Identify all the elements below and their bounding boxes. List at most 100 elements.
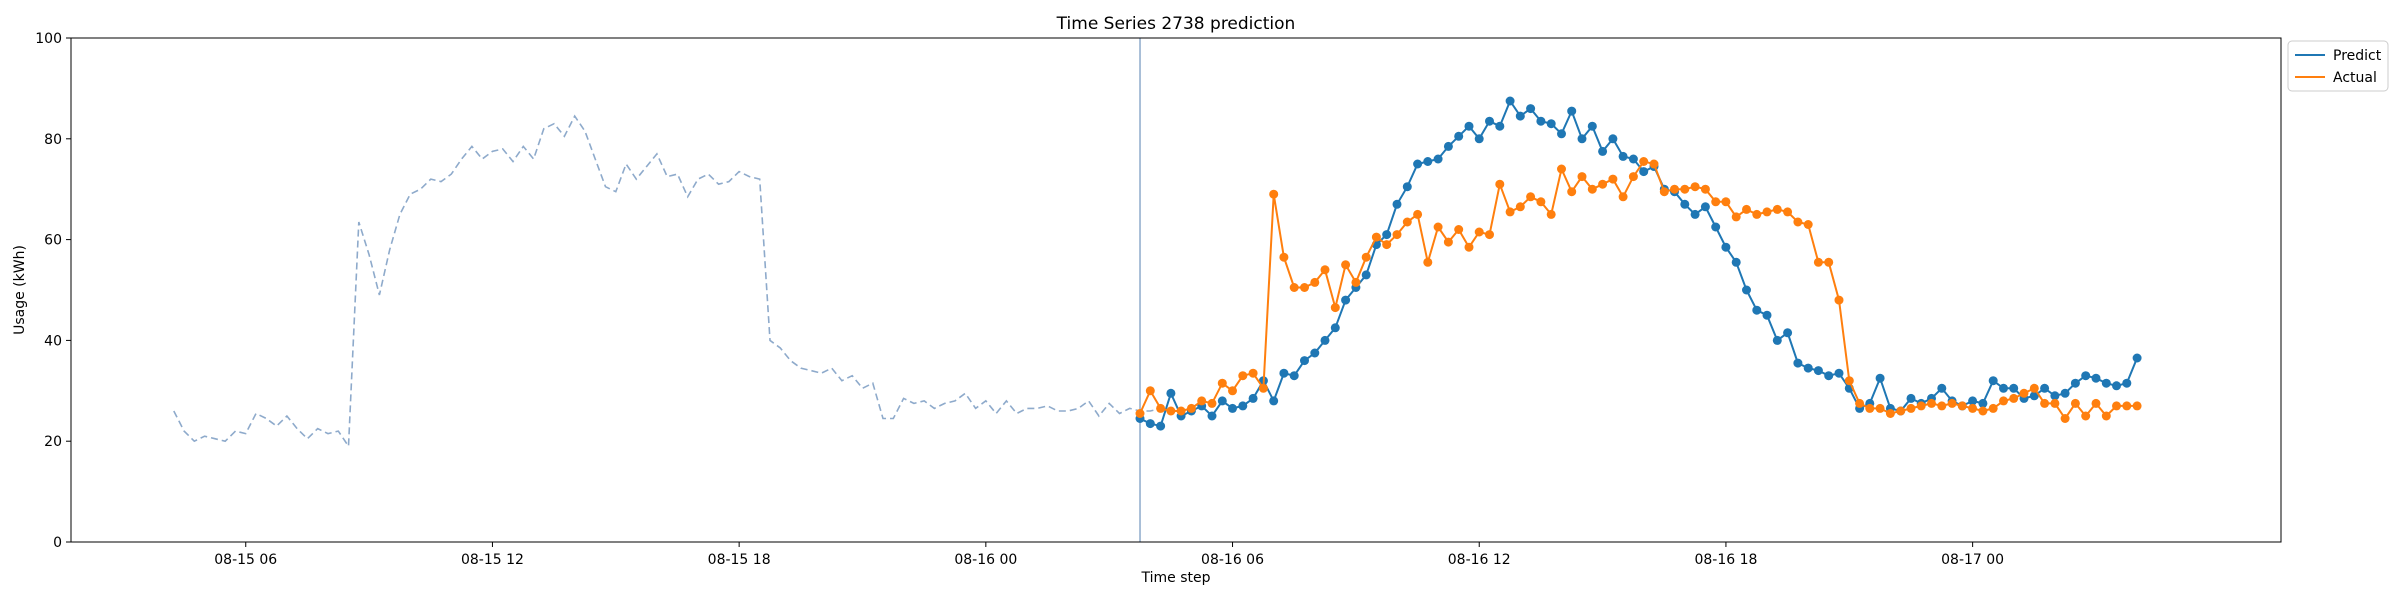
actual-point: [1742, 204, 1751, 214]
legend-box: [2287, 40, 2389, 92]
predict-point: [1166, 388, 1176, 398]
predict-point: [1413, 159, 1423, 169]
predict-point: [1443, 141, 1453, 151]
plot-frame: [70, 37, 2282, 543]
predict-point: [2070, 378, 2080, 388]
predict-point: [1289, 371, 1299, 381]
predict-point: [1618, 151, 1628, 161]
y-tick-label: 40: [44, 333, 62, 349]
y-axis: 0 20 40 60 80 100: [35, 31, 71, 551]
actual-point: [1443, 237, 1453, 247]
y-axis-title: Usage (kWh): [12, 245, 28, 335]
actual-point: [1228, 386, 1237, 396]
predict-point: [1248, 393, 1258, 403]
actual-point: [1968, 403, 1978, 413]
x-axis-title: Time step: [1141, 570, 1211, 586]
actual-point: [1269, 189, 1279, 199]
chart-title: Time Series 2738 prediction: [1056, 14, 1296, 34]
actual-point: [1927, 398, 1936, 408]
actual-point: [2029, 383, 2039, 393]
actual-point: [1762, 207, 1772, 217]
predict-point: [1567, 106, 1577, 116]
predict-point: [1536, 116, 1546, 126]
actual-point: [1618, 192, 1628, 202]
predict-point: [1300, 356, 1309, 366]
actual-point: [1700, 184, 1710, 194]
x-tick-label: 08-15 06: [214, 552, 277, 568]
y-tick-label: 80: [44, 132, 62, 148]
actual-point: [1454, 225, 1464, 234]
x-tick-label: 08-15 18: [708, 552, 771, 568]
actual-point: [2060, 414, 2070, 423]
actual-point: [1217, 378, 1227, 388]
predict-point: [1474, 134, 1484, 144]
actual-point: [1628, 172, 1638, 182]
predict-point: [1721, 242, 1731, 252]
actual-point: [1371, 232, 1381, 242]
predict-point: [1587, 121, 1597, 131]
predict-point: [1978, 398, 1988, 408]
actual-point: [1865, 403, 1875, 413]
predict-point: [1906, 393, 1916, 403]
actual-point: [1978, 406, 1988, 416]
y-tick-label: 100: [35, 31, 62, 47]
actual-point: [1721, 197, 1731, 207]
predict-point: [2091, 373, 2101, 383]
predict-point: [1968, 396, 1978, 406]
actual-point: [1577, 172, 1587, 182]
x-tick-label: 08-16 12: [1448, 552, 1511, 568]
actual-point: [2101, 411, 2111, 421]
actual-point: [1248, 368, 1258, 378]
actual-point: [1464, 242, 1474, 252]
actual-point: [1361, 252, 1371, 262]
y-tick-label: 20: [44, 434, 62, 450]
actual-point: [1587, 184, 1597, 194]
actual-point: [1207, 398, 1217, 408]
actual-point: [1752, 209, 1762, 219]
actual-point: [1156, 403, 1166, 413]
predict-point: [1485, 116, 1494, 126]
predict-point: [2060, 388, 2070, 398]
predict-point: [1279, 368, 1289, 378]
actual-point: [1300, 283, 1309, 292]
actual-point: [1258, 383, 1268, 393]
actual-point: [1351, 277, 1361, 287]
predict-point: [1433, 154, 1443, 164]
actual-point: [1186, 403, 1196, 413]
actual-point: [1320, 265, 1330, 275]
actual-point: [1916, 401, 1926, 411]
actual-point: [1855, 398, 1865, 408]
actual-point: [1957, 401, 1967, 411]
predict-point: [1813, 366, 1823, 376]
actual-point: [1999, 396, 2008, 406]
actual-point: [1330, 303, 1340, 313]
actual-point: [1279, 252, 1289, 262]
actual-point: [1289, 283, 1299, 292]
predict-point: [2050, 391, 2060, 401]
actual-point: [1834, 295, 1844, 305]
predict-point: [2009, 383, 2019, 393]
predict-point: [1361, 270, 1371, 280]
actual-series-line: [1139, 160, 2138, 421]
predict-point: [1598, 146, 1608, 156]
actual-point: [1803, 220, 1813, 229]
actual-point: [1238, 371, 1248, 381]
predict-point: [1341, 295, 1351, 305]
actual-point: [1731, 212, 1741, 222]
actual-point: [1166, 406, 1176, 416]
x-tick-label: 08-16 18: [1694, 552, 1757, 568]
actual-point: [2091, 398, 2101, 408]
predict-point: [1731, 257, 1741, 267]
predict-point: [1145, 419, 1155, 429]
predict-point: [1762, 310, 1772, 320]
actual-point: [1526, 192, 1536, 202]
actual-point: [1639, 157, 1649, 166]
actual-point: [1885, 409, 1895, 418]
actual-point: [1536, 197, 1546, 207]
predict-point: [1742, 285, 1751, 295]
actual-point: [1546, 209, 1556, 219]
predict-point: [1793, 358, 1803, 368]
predict-point: [1464, 121, 1474, 131]
x-tick-label: 08-16 00: [954, 552, 1017, 568]
y-tick-label: 60: [44, 233, 62, 249]
